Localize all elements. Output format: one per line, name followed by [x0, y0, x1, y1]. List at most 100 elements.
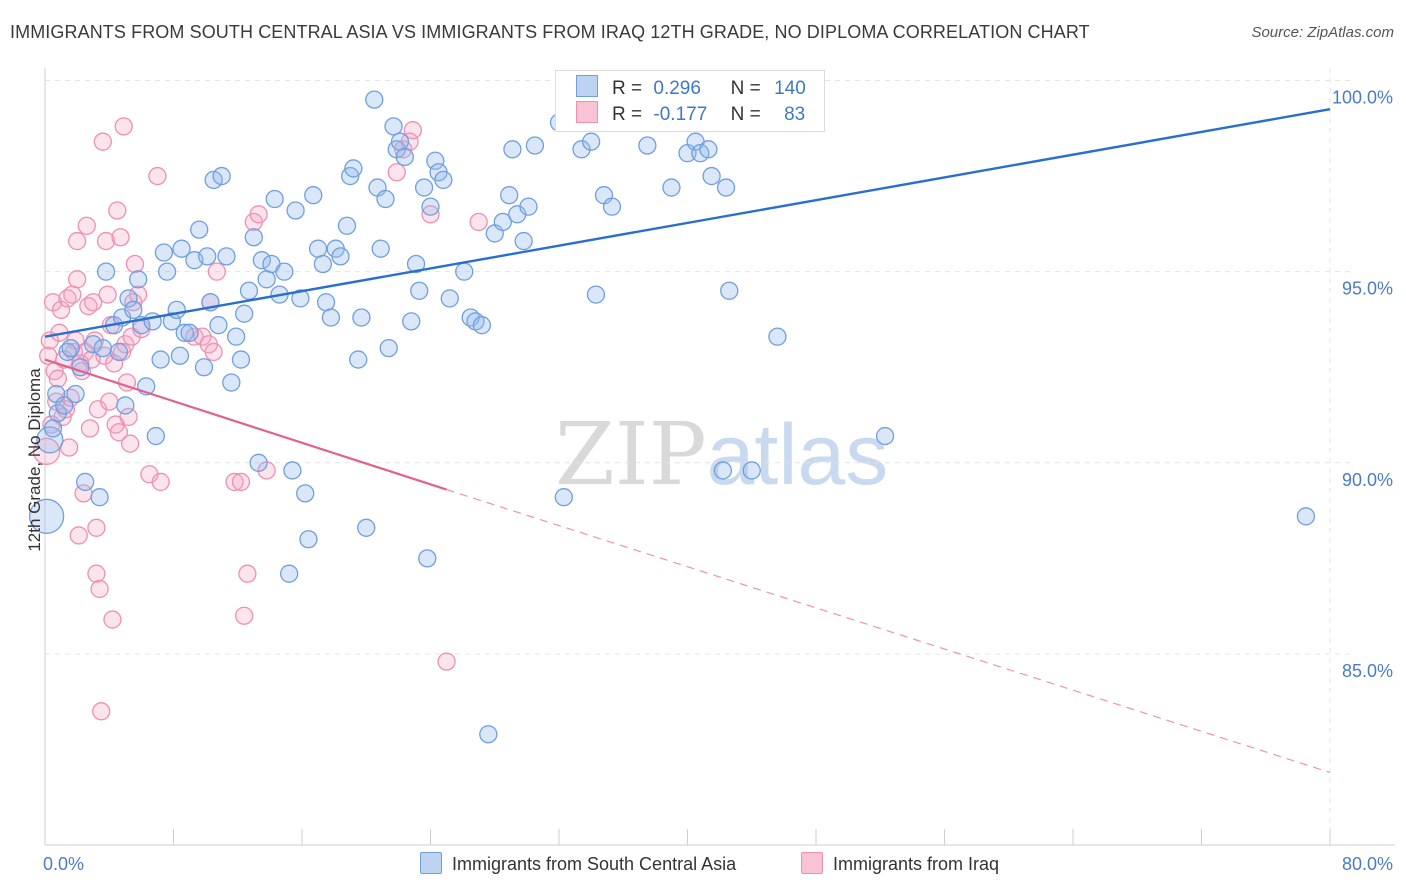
watermark-zip: ZIP: [555, 405, 707, 505]
stats-r-value-blue: 0.296: [653, 78, 701, 99]
data-point-iraq: [95, 346, 114, 365]
data-point-south-central-asia: [406, 254, 426, 274]
data-point-iraq: [125, 254, 145, 274]
data-point-south-central-asia: [768, 327, 787, 346]
data-point-iraq: [207, 262, 227, 281]
data-point-south-central-asia: [418, 549, 437, 568]
data-point-south-central-asia: [239, 281, 259, 300]
data-point-iraq: [119, 407, 138, 427]
data-point-south-central-asia: [479, 725, 498, 744]
data-point-iraq: [98, 285, 117, 304]
data-point-south-central-asia: [410, 281, 429, 300]
data-point-iraq: [67, 270, 87, 289]
legend-item-iraq: Immigrants from Iraq: [801, 852, 999, 875]
axes: [44, 68, 1395, 846]
data-point-south-central-asia: [286, 201, 305, 220]
legend-item-south-central-asia: Immigrants from South Central Asia: [420, 852, 736, 875]
x-tick-label: 80.0%: [1342, 854, 1393, 874]
y-tick-label: 95.0%: [1342, 279, 1393, 299]
data-point-iraq: [103, 610, 122, 629]
data-point-south-central-asia: [602, 197, 622, 216]
y-tick-label: 100.0%: [1332, 88, 1393, 108]
data-point-south-central-asia: [190, 220, 209, 239]
data-point-south-central-asia: [308, 239, 328, 258]
data-point-south-central-asia: [116, 396, 135, 415]
stats-n-label-pink: N =: [730, 104, 761, 125]
data-point-south-central-asia: [265, 189, 284, 209]
data-point-south-central-asia: [554, 488, 573, 507]
stats-r-label-blue: R =: [612, 78, 643, 99]
data-point-iraq: [469, 212, 488, 232]
data-point-iraq: [238, 564, 257, 583]
data-point-south-central-asia: [337, 216, 357, 235]
series-iraq: [32, 117, 488, 721]
data-point-south-central-asia: [395, 147, 414, 167]
data-point-iraq: [87, 518, 106, 537]
data-point-south-central-asia: [421, 197, 440, 216]
data-point-south-central-asia: [157, 262, 177, 281]
data-point-south-central-asia: [175, 323, 194, 342]
data-point-south-central-asia: [414, 178, 434, 197]
legend-label-pink: Immigrants from Iraq: [833, 854, 1000, 874]
data-point-south-central-asia: [742, 461, 761, 480]
data-point-iraq: [151, 472, 170, 492]
data-point-south-central-asia: [720, 281, 739, 300]
watermark-atlas: atlas: [706, 407, 889, 503]
legend: Immigrants from South Central Asia Immig…: [0, 848, 1406, 882]
watermark: ZIPatlas: [555, 405, 888, 505]
data-point-south-central-asia: [434, 170, 453, 190]
data-point-south-central-asia: [1296, 507, 1316, 526]
data-point-south-central-asia: [61, 338, 80, 358]
x-tick-label: 0.0%: [43, 854, 84, 874]
data-point-iraq: [437, 652, 456, 671]
data-point-south-central-asia: [365, 90, 384, 109]
gridlines: [45, 68, 1350, 845]
data-point-south-central-asia: [283, 461, 302, 480]
data-point-south-central-asia: [84, 335, 103, 354]
data-point-iraq: [108, 201, 127, 220]
y-axis-label: 12th Grade, No Diploma: [25, 368, 44, 552]
data-point-south-central-asia: [257, 270, 276, 289]
data-point-south-central-asia: [581, 132, 601, 151]
data-point-south-central-asia: [244, 228, 263, 247]
data-point-iraq: [48, 369, 67, 388]
trend-line-iraq-extrapolated: [446, 488, 1331, 774]
data-point-iraq: [225, 472, 244, 492]
y-tick-label: 85.0%: [1342, 661, 1393, 681]
data-point-iraq: [67, 231, 87, 251]
data-point-iraq: [100, 392, 119, 411]
data-point-iraq: [96, 231, 116, 251]
data-point-south-central-asia: [371, 239, 390, 258]
data-point-south-central-asia: [455, 262, 474, 281]
data-point-iraq: [114, 117, 133, 136]
data-point-south-central-asia: [586, 285, 606, 304]
data-point-south-central-asia: [90, 488, 109, 507]
data-point-south-central-asia: [713, 461, 732, 480]
data-point-south-central-asia: [55, 396, 74, 415]
data-point-south-central-asia: [321, 308, 341, 327]
data-point-south-central-asia: [402, 312, 421, 331]
data-point-south-central-asia: [500, 186, 519, 205]
stats-swatch-blue: [576, 75, 598, 97]
data-point-south-central-asia: [151, 350, 170, 369]
data-point-south-central-asia: [226, 327, 246, 346]
data-point-south-central-asia: [96, 262, 116, 281]
data-point-south-central-asia: [162, 312, 182, 331]
data-point-south-central-asia: [109, 342, 129, 362]
data-point-iraq: [249, 205, 268, 224]
data-point-south-central-asia: [212, 166, 231, 186]
data-point-south-central-asia: [376, 189, 395, 209]
data-point-south-central-asia: [231, 350, 251, 369]
y-tick-labels: 100.0% 95.0% 90.0% 85.0%: [1332, 88, 1393, 681]
legend-label-blue: Immigrants from South Central Asia: [452, 854, 737, 874]
legend-swatch-blue: [420, 852, 442, 874]
y-tick-label: 90.0%: [1342, 470, 1393, 490]
data-point-south-central-asia: [331, 247, 350, 266]
data-point-south-central-asia: [662, 178, 681, 197]
data-point-south-central-asia: [170, 346, 190, 365]
data-point-south-central-asia: [472, 316, 492, 335]
data-point-south-central-asia: [36, 426, 64, 454]
data-point-south-central-asia: [154, 243, 174, 262]
data-point-south-central-asia: [525, 136, 545, 155]
